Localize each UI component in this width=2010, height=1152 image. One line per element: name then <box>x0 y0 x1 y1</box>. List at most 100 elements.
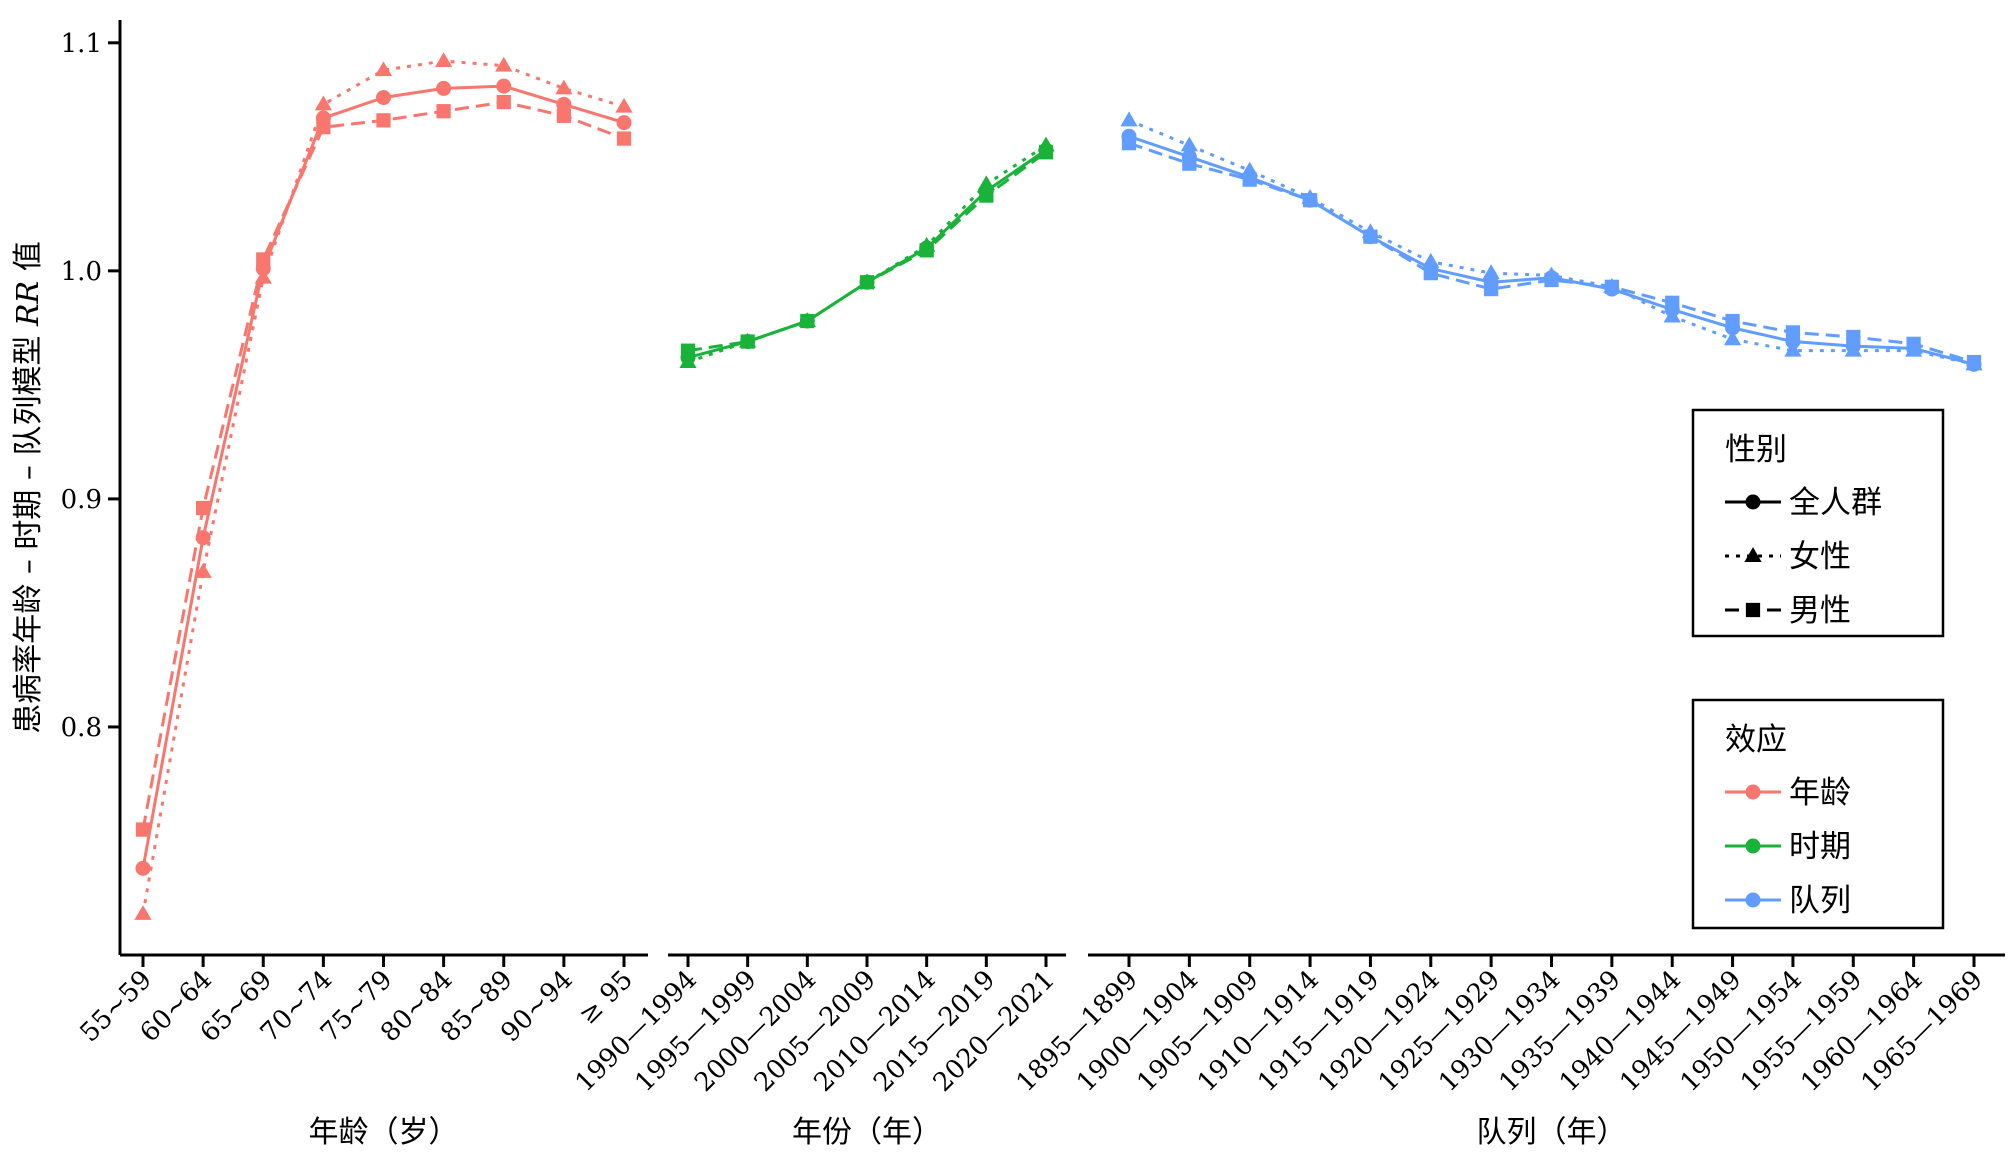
data-point <box>256 252 271 267</box>
data-point <box>616 131 632 146</box>
panel-2: 1990—19941995—19992000—20042005—20092010… <box>570 136 1066 1150</box>
data-point <box>135 860 151 876</box>
y-tick-label: 1.1 <box>61 29 102 59</box>
series-女性 <box>679 136 1055 369</box>
legend-box <box>1691 408 1945 638</box>
panel-1: 55~5960~6465~6970~7475~7980~8485~8990~94… <box>75 52 648 1150</box>
data-point <box>740 334 755 349</box>
legend-label: 队列 <box>1789 883 1851 919</box>
x-axis-title: 年龄（岁） <box>309 1115 459 1150</box>
series-line <box>687 148 1047 359</box>
legend-label: 时期 <box>1789 829 1851 865</box>
legend-key-marker <box>1745 892 1761 908</box>
data-point <box>495 56 513 72</box>
data-point <box>254 268 272 284</box>
series-女性 <box>134 52 633 920</box>
data-point <box>1121 136 1137 151</box>
y-axis-title: 患病率年龄 – 时期 – 队列模型 RR 值 <box>11 241 46 733</box>
series-line <box>687 151 1047 353</box>
data-point <box>1844 341 1862 357</box>
series-男性 <box>135 94 632 837</box>
legend-key-marker <box>1745 784 1761 800</box>
data-point <box>679 353 697 369</box>
data-point <box>919 243 934 258</box>
data-point <box>376 90 391 106</box>
data-point <box>1038 145 1054 160</box>
data-point <box>376 113 391 128</box>
legend-label: 年龄 <box>1789 775 1851 811</box>
data-point <box>1423 266 1438 281</box>
data-point <box>1966 354 1982 370</box>
data-point <box>1785 325 1801 340</box>
data-point <box>1482 264 1500 280</box>
data-point <box>435 52 453 68</box>
data-point <box>1422 252 1440 268</box>
data-point <box>615 97 633 113</box>
legend-label: 男性 <box>1789 593 1851 629</box>
data-point <box>800 313 815 329</box>
panel-3: 1895—18991900—19041905—19091910—19141915… <box>1011 111 2005 1150</box>
data-point <box>135 822 151 837</box>
data-point <box>196 500 211 516</box>
data-point <box>1302 193 1318 208</box>
data-point <box>1846 329 1861 345</box>
data-point <box>1544 272 1559 288</box>
legend-key-marker <box>1745 838 1761 854</box>
data-point <box>314 95 332 111</box>
data-point <box>859 275 875 290</box>
data-point <box>1120 111 1138 127</box>
series-男性 <box>680 145 1054 358</box>
data-point <box>680 343 696 358</box>
data-point <box>616 115 632 131</box>
x-axis-title: 队列（年） <box>1477 1115 1627 1150</box>
legend-label: 全人群 <box>1789 485 1882 521</box>
legend-title: 效应 <box>1725 722 1787 758</box>
y-tick-label: 0.8 <box>61 713 102 743</box>
data-point <box>1242 172 1257 187</box>
data-point <box>1182 156 1197 171</box>
y-axis: 0.8 0.9 1.0 1.1 <box>61 20 122 955</box>
data-point <box>1604 279 1619 294</box>
data-point <box>1363 229 1378 244</box>
legend-label: 女性 <box>1789 539 1851 575</box>
y-tick-label: 1.0 <box>61 257 102 287</box>
data-point <box>496 78 512 94</box>
series-line <box>687 144 1047 364</box>
series-line <box>141 84 625 869</box>
legend-key-marker <box>1744 547 1762 562</box>
data-point <box>436 80 452 96</box>
data-point <box>1723 330 1742 346</box>
legend-title: 性别 <box>1725 432 1787 468</box>
data-point <box>374 61 393 77</box>
series-line <box>141 100 625 830</box>
data-point <box>556 108 571 123</box>
data-point <box>1665 295 1680 310</box>
data-point <box>556 96 572 112</box>
data-point <box>1484 281 1499 297</box>
data-point <box>194 563 212 578</box>
x-axis-title: 年份（年） <box>792 1115 942 1150</box>
data-point <box>1906 336 1921 351</box>
data-point <box>496 94 511 110</box>
y-axis-title-part: 患病率年龄 – 时期 – 队列模型 <box>11 326 46 734</box>
data-point <box>436 104 451 119</box>
data-point <box>555 79 573 95</box>
data-point <box>979 188 994 203</box>
y-axis-title-part: 值 <box>11 241 46 281</box>
legend-key-marker <box>1745 494 1761 510</box>
data-point <box>1663 307 1681 323</box>
series-男性 <box>1121 136 1982 370</box>
legend-box <box>1691 698 1945 930</box>
data-point <box>1180 136 1198 152</box>
data-point <box>1725 313 1740 329</box>
series-line <box>1128 118 1975 366</box>
y-tick-label: 0.9 <box>61 485 102 515</box>
legend-key-marker <box>1745 602 1761 618</box>
data-point <box>134 905 152 920</box>
y-axis-title-part: RR <box>11 281 46 327</box>
data-point <box>1784 341 1802 357</box>
